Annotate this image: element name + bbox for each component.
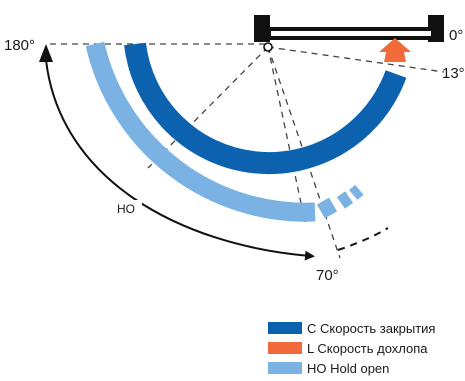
legend-swatch-closing (268, 322, 302, 334)
hinge-pivot (263, 42, 273, 52)
hold-open-dash (316, 197, 338, 219)
door-frame (254, 15, 444, 42)
legend-item-closing: C Скорость закрытия (268, 318, 435, 338)
closing-speed-arc (124, 42, 407, 175)
label-13: 13° (442, 65, 465, 82)
hold-open-dash (336, 191, 354, 209)
opening-range-arrow (45, 59, 315, 261)
label-0: 0° (449, 27, 463, 44)
line-13 (267, 46, 445, 73)
label-180: 180° (4, 37, 35, 54)
latching-arrow (379, 38, 411, 62)
arrow-head-180 (39, 44, 53, 62)
beyond-70-dashed (337, 227, 389, 251)
legend-swatch-latching (268, 342, 302, 354)
legend-item-hold-open: HO Hold open (268, 358, 435, 378)
label-ho: HO (117, 202, 135, 216)
legend-label-hold-open: HO Hold open (307, 360, 390, 376)
legend-label-latching: L Скорость дохлопа (307, 340, 428, 356)
legend-item-latching: L Скорость дохлопа (268, 338, 435, 358)
hold-open-dash (349, 184, 364, 200)
legend-swatch-hold-open (268, 362, 302, 374)
legend-label-closing: C Скорость закрытия (307, 320, 436, 336)
hold-open-arc (85, 41, 316, 222)
guide-line-70a (267, 46, 306, 223)
label-70: 70° (316, 267, 339, 284)
legend: C Скорость закрытия L Скорость дохлопа H… (268, 318, 435, 378)
